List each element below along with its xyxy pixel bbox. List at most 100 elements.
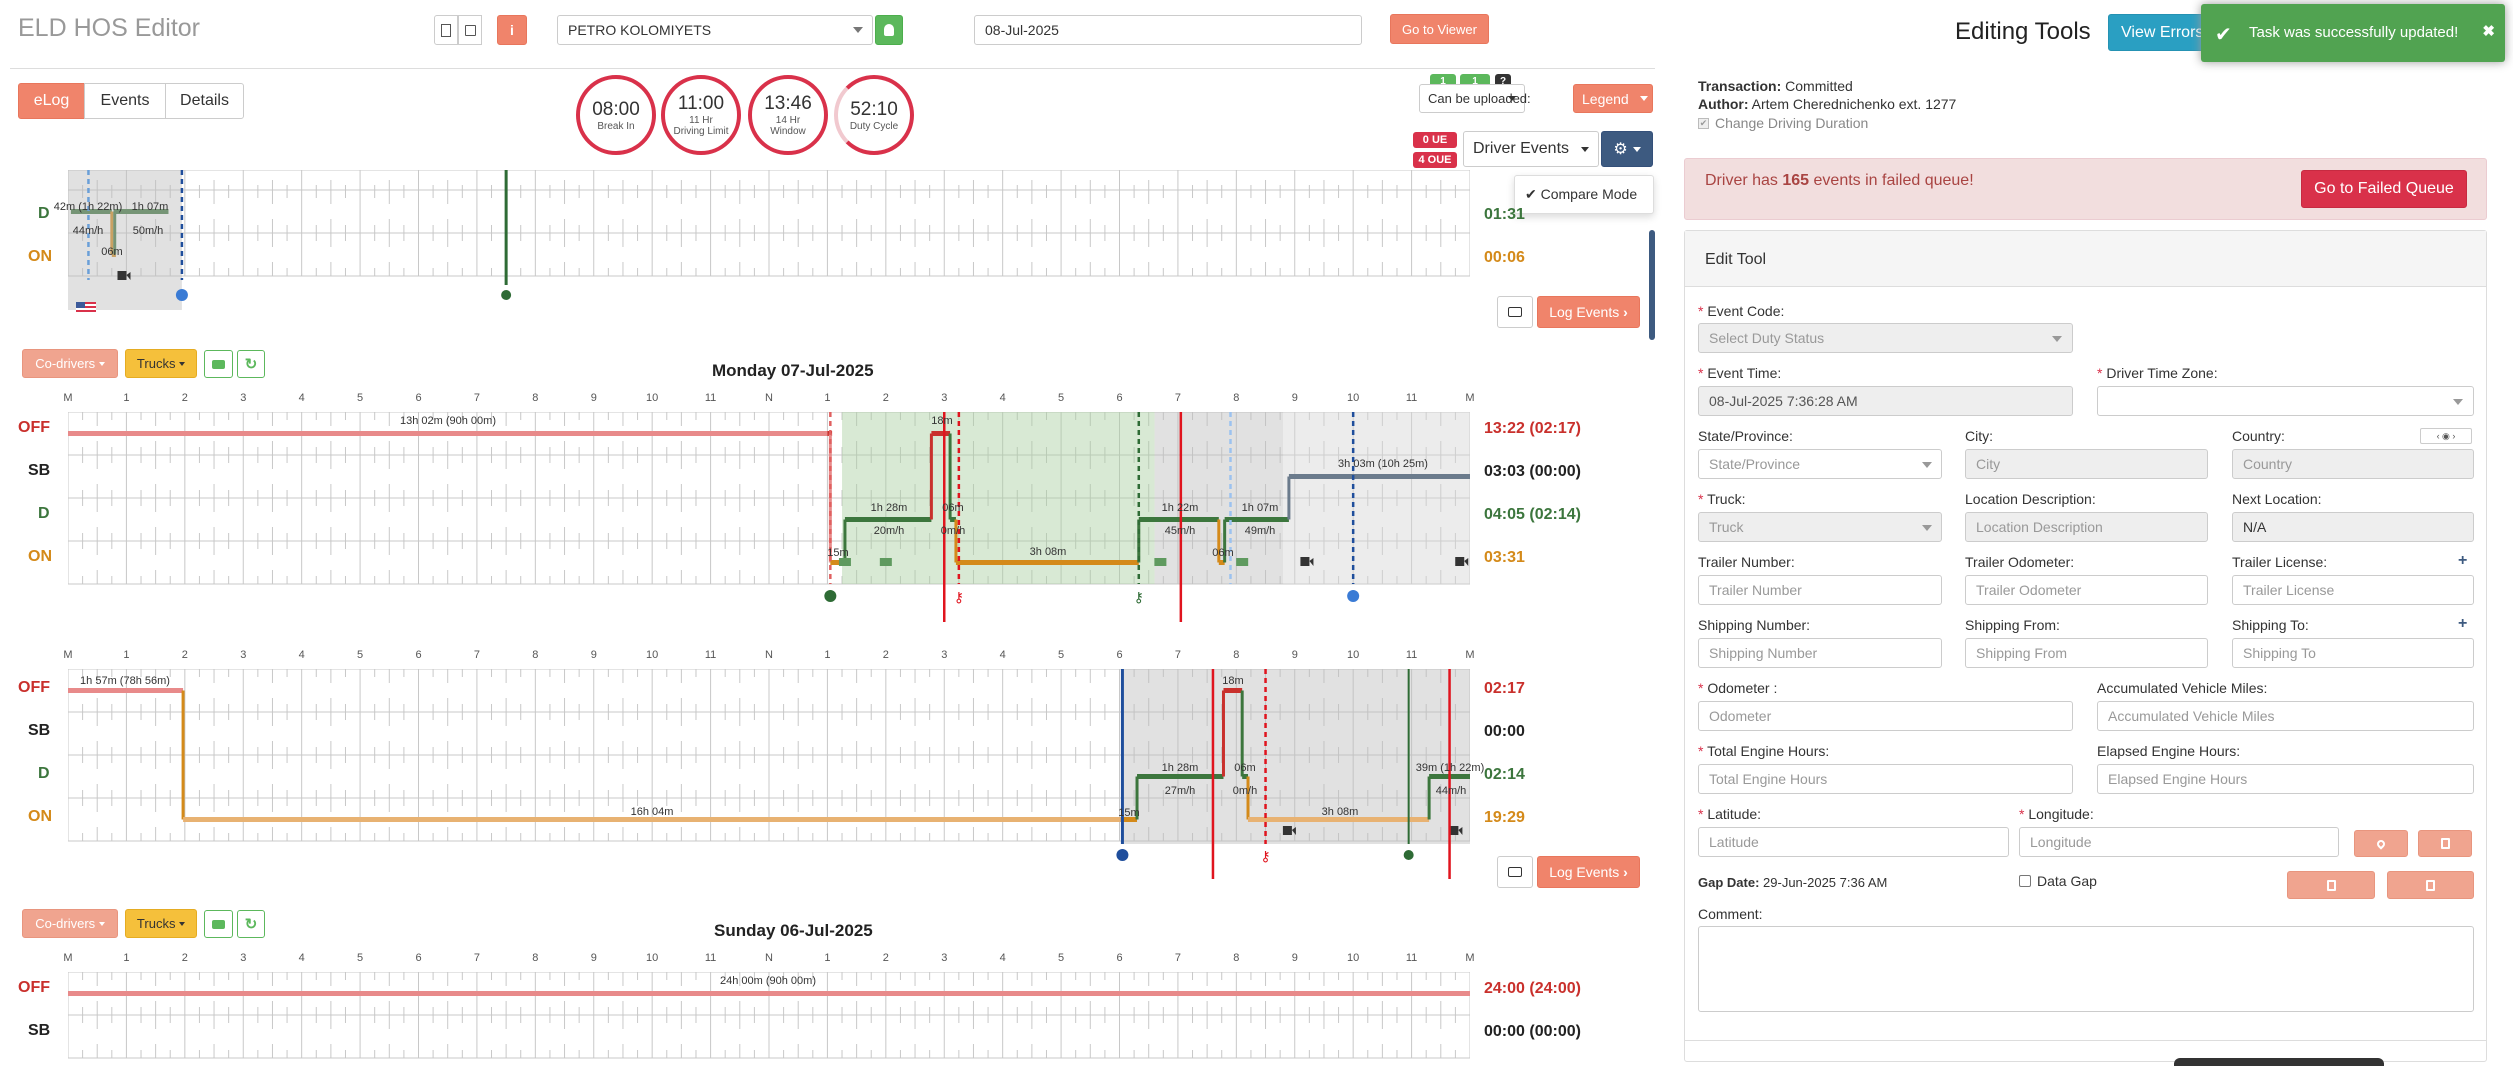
break-clock: 08:00 Break In (576, 75, 656, 155)
go-to-failed-queue-button[interactable]: Go to Failed Queue (2301, 170, 2467, 208)
odometer-input[interactable]: Odometer (1698, 701, 2073, 731)
segment-label: 20m/h (873, 525, 905, 537)
shipping-number-input[interactable]: Shipping Number (1698, 638, 1942, 668)
hour-tick-label: 7 (473, 649, 480, 661)
next-location-input[interactable]: N/A (2232, 512, 2474, 542)
truck-icon-button[interactable] (204, 350, 233, 378)
day3-off-total: 24:00 (24:00) (1484, 980, 1581, 997)
driver-tz-select[interactable] (2097, 386, 2474, 416)
row-label-off: OFF (18, 679, 50, 696)
hour-tick-label: 1 (123, 952, 130, 964)
hour-tick-label: 6 (1116, 952, 1123, 964)
document-button[interactable] (434, 15, 458, 45)
driver-profile-button[interactable] (875, 15, 903, 45)
tab-details[interactable]: Details (165, 83, 244, 119)
comment-textarea[interactable] (1698, 926, 2474, 1012)
tab-events[interactable]: Events (84, 83, 166, 119)
city-input[interactable]: City (1965, 449, 2208, 479)
gap-copy-button[interactable] (2287, 871, 2375, 899)
add-shipping-icon[interactable]: + (2458, 615, 2468, 632)
settings-button[interactable]: ⚙ (1601, 131, 1653, 167)
right-panel: Transaction: Committed Author: Artem Che… (1684, 68, 2490, 1066)
event-time-input[interactable]: 08-Jul-2025 7:36:28 AM (1698, 386, 2073, 416)
engine-hours-input[interactable]: Total Engine Hours (1698, 764, 2073, 794)
log-events-button[interactable]: Log Events › (1537, 856, 1640, 888)
hour-tick-label: 5 (1058, 952, 1065, 964)
can-upload-select[interactable]: Can be uploaded: (1419, 84, 1531, 113)
segment-label: 44m/h (1435, 785, 1467, 797)
success-toast: ✔ Task was successfully updated! ✖ (2201, 4, 2505, 62)
driver-select[interactable]: PETRO KOLOMIYETS (557, 15, 873, 45)
scroll-thumb[interactable] (1649, 230, 1655, 340)
trailer-number-input[interactable]: Trailer Number (1698, 575, 1942, 605)
add-trailer-icon[interactable]: + (2458, 552, 2468, 569)
longitude-input[interactable]: Longitude (2019, 827, 2339, 857)
truck-icon (212, 359, 225, 369)
toast-close-icon[interactable]: ✖ (2482, 23, 2495, 40)
location-description-input[interactable]: Location Description (1965, 512, 2208, 542)
hour-tick-label: 9 (1291, 392, 1298, 404)
camera-icon (117, 271, 127, 280)
elapsed-hours-input[interactable]: Elapsed Engine Hours (2097, 764, 2474, 794)
top-rows (68, 189, 1470, 277)
legend-button[interactable]: Legend (1573, 84, 1653, 113)
view-errors-button[interactable]: View Errors (2108, 14, 2214, 51)
highlight-box (943, 412, 1183, 622)
codrivers-button[interactable]: Co-drivers (22, 909, 118, 938)
user-icon (884, 24, 894, 36)
note-button[interactable] (458, 15, 482, 45)
camera-icon (126, 272, 131, 280)
key-icon: ⚷ (1260, 848, 1270, 864)
accumulated-miles-input[interactable]: Accumulated Vehicle Miles (2097, 701, 2474, 731)
refresh-button[interactable]: ↻ (237, 350, 265, 378)
camera-icon (1309, 558, 1314, 566)
event-dot (1116, 849, 1129, 861)
codrivers-button[interactable]: Co-drivers (22, 349, 118, 378)
copy-coords-button[interactable] (2418, 830, 2472, 857)
hour-tick-label: 6 (415, 392, 422, 404)
country-input[interactable]: Country (2232, 449, 2474, 479)
row-label-sb: SB (28, 462, 51, 479)
toast-message: Task was successfully updated! (2249, 24, 2459, 41)
comment-button[interactable] (1497, 296, 1533, 328)
event-code-select[interactable]: Select Duty Status (1698, 323, 2073, 353)
location-toggle-button[interactable]: ‹ ◉ › (2420, 428, 2472, 444)
day1-grid: ⚷⚷◆ (68, 412, 1470, 622)
trailer-license-label: Trailer License: (2232, 554, 2328, 570)
state-select[interactable]: State/Province (1698, 449, 1942, 479)
row-label-on: ON (28, 248, 52, 265)
change-duration-checkbox[interactable]: ✔ Change Driving Duration (1698, 115, 1869, 131)
go-to-viewer-button[interactable]: Go to Viewer (1390, 14, 1489, 44)
trailer-odometer-input[interactable]: Trailer Odometer (1965, 575, 2208, 605)
state-label: State/Province: (1698, 428, 1793, 444)
driver-events-select[interactable]: Driver Events (1463, 131, 1599, 167)
trailer-odometer-label: Trailer Odometer: (1965, 554, 2075, 570)
refresh-button[interactable]: ↻ (237, 910, 265, 938)
trailer-license-input[interactable]: Trailer License (2232, 575, 2474, 605)
shipping-from-input[interactable]: Shipping From (1965, 638, 2208, 668)
hour-tick-label: 7 (473, 952, 480, 964)
oue-badge: 4 OUE (1413, 152, 1457, 168)
shipping-to-input[interactable]: Shipping To (2232, 638, 2474, 668)
date-input[interactable]: 08-Jul-2025 (974, 15, 1362, 45)
compare-mode-item[interactable]: ✔ Compare Mode (1525, 186, 1638, 202)
panel-bottom-button[interactable] (2174, 1058, 2384, 1066)
hour-tick-label: 2 (181, 649, 188, 661)
truck-select[interactable]: Truck (1698, 512, 1942, 542)
tab-elog[interactable]: eLog (18, 83, 85, 119)
day-title: Monday 07-Jul-2025 (712, 361, 874, 380)
segment-label: 16h 04m (630, 806, 674, 818)
info-button[interactable]: i (497, 15, 527, 45)
truck-icon-button[interactable] (204, 910, 233, 938)
trucks-button[interactable]: Trucks (125, 909, 197, 938)
locate-button[interactable] (2354, 830, 2408, 857)
day1-sb-total: 03:03 (00:00) (1484, 463, 1581, 480)
trucks-button[interactable]: Trucks (125, 349, 197, 378)
camera-icon (1458, 827, 1463, 835)
comment-button[interactable] (1497, 856, 1533, 888)
data-gap-checkbox[interactable]: Data Gap (2019, 873, 2097, 889)
latitude-input[interactable]: Latitude (1698, 827, 2009, 857)
day2-graph: M 1 2 3 4 5 6 7 8 9 10 11 N 1 2 3 4 5 6 7 8 9 10 11 M OFF SB D O… (0, 645, 1655, 879)
log-events-button[interactable]: Log Events › (1537, 296, 1640, 328)
gap-paste-button[interactable] (2387, 871, 2474, 899)
